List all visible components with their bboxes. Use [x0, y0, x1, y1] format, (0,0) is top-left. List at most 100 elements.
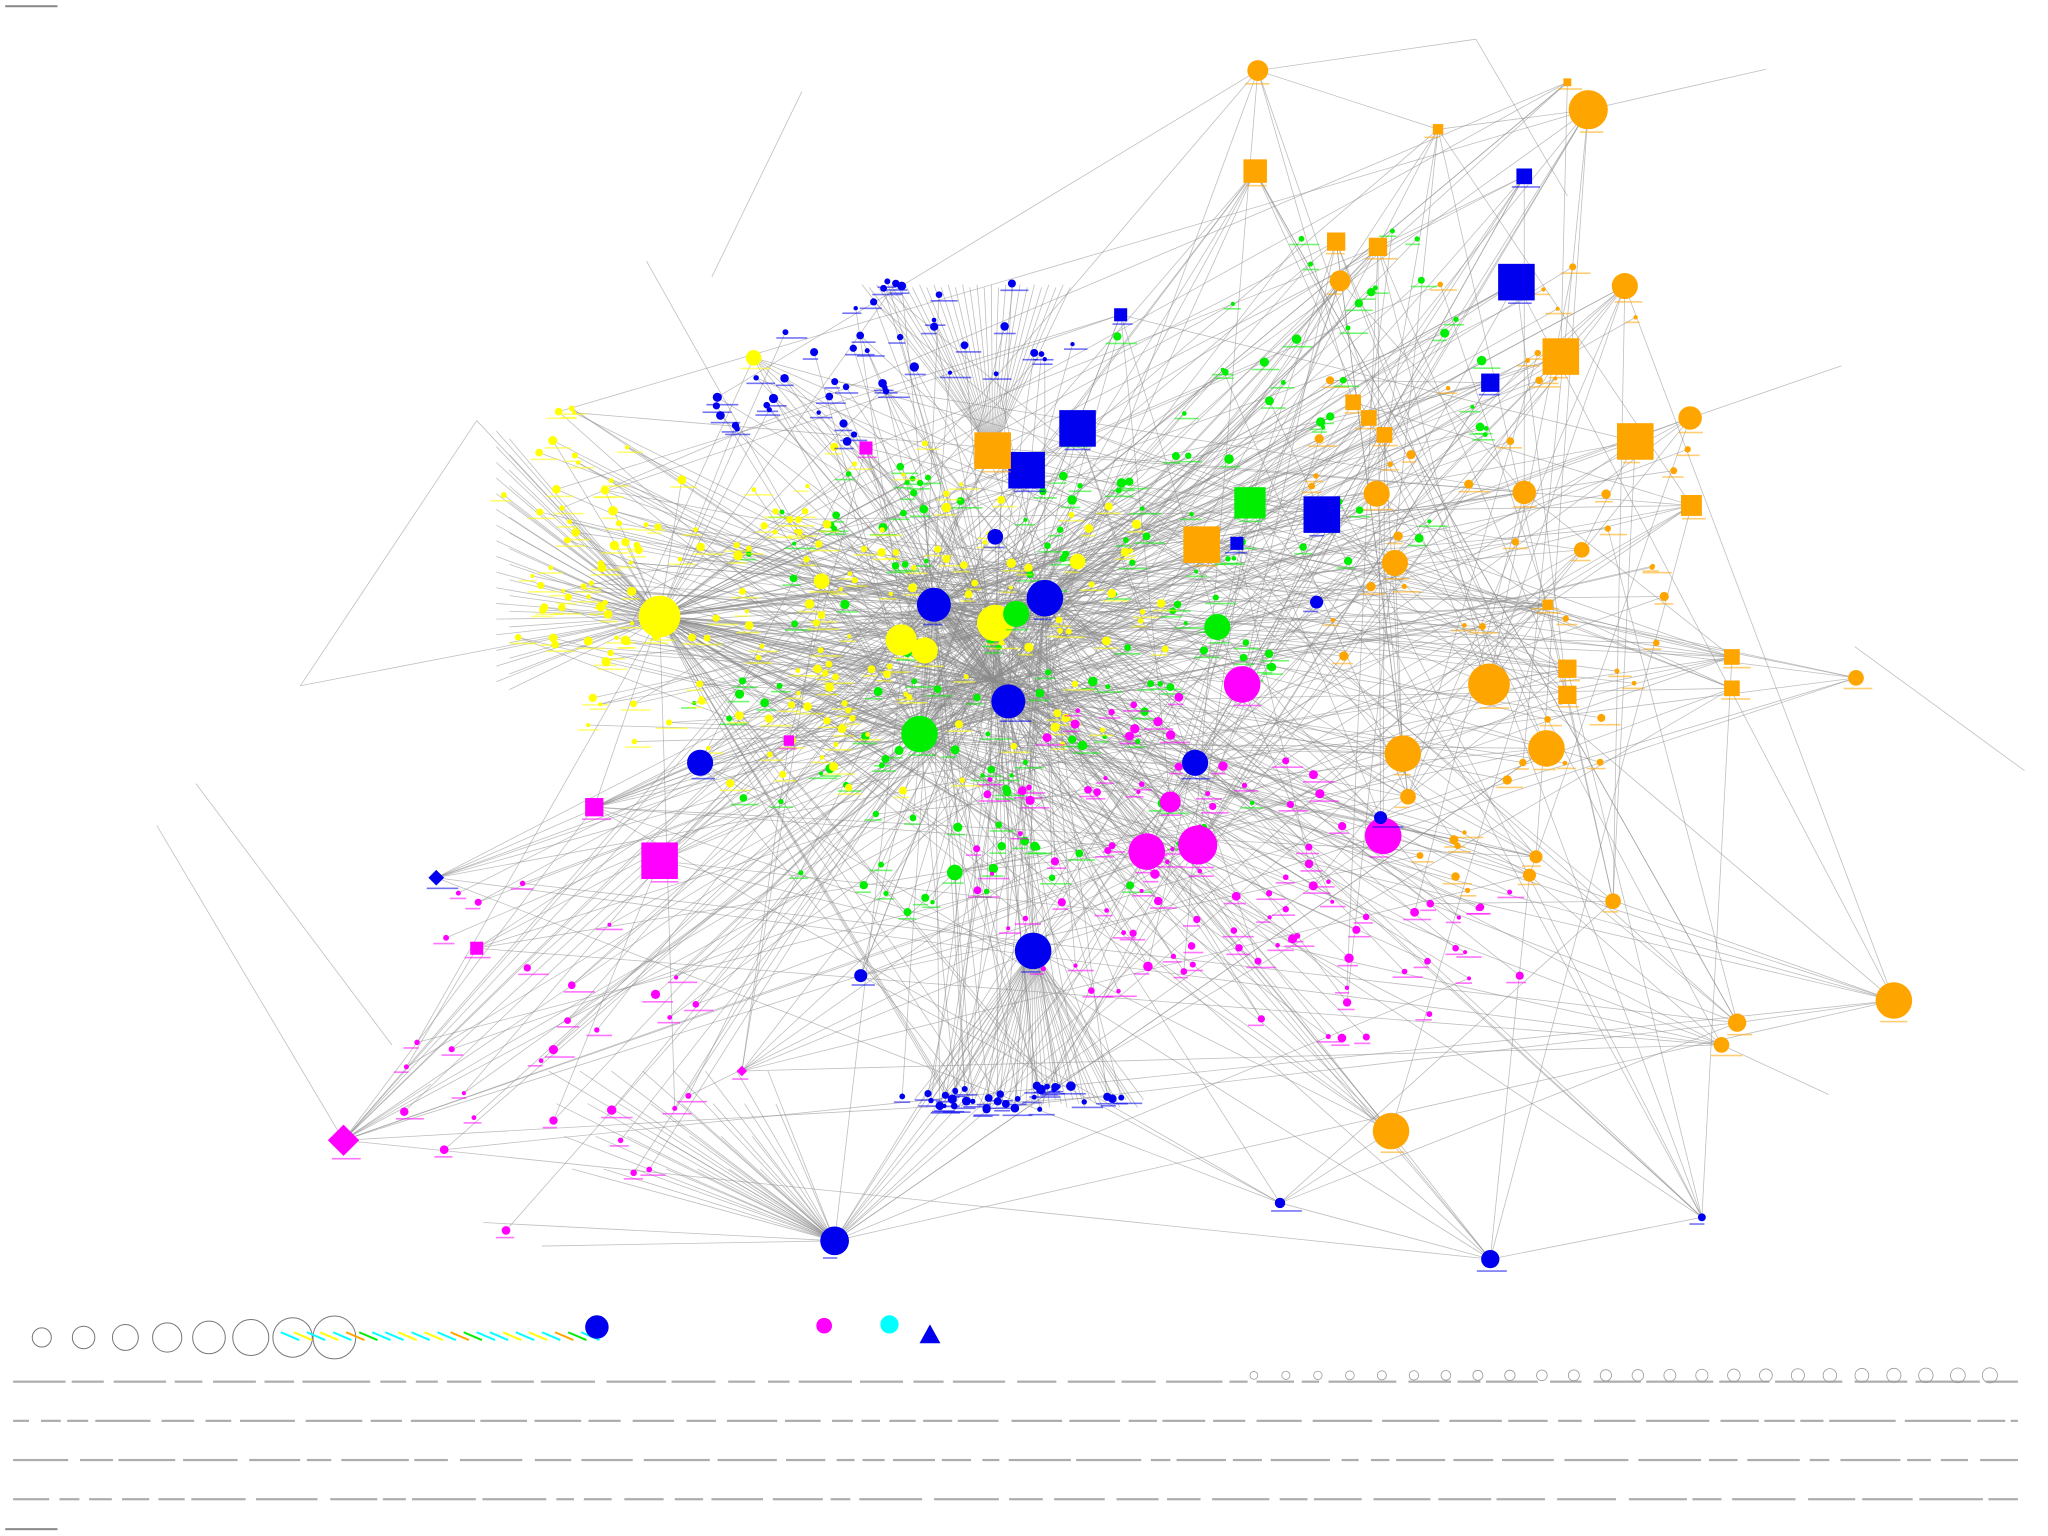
node-label-mark [535, 613, 564, 616]
node-label-mark [1275, 882, 1295, 884]
node-label-mark [692, 553, 724, 555]
node-label-mark [1595, 500, 1613, 503]
footer-label-mark [13, 1380, 66, 1383]
graph-edge [976, 284, 994, 451]
node-label-mark [897, 701, 928, 704]
node-label-mark [537, 572, 563, 574]
graph-node [1310, 595, 1324, 609]
node-label-mark [605, 642, 636, 644]
graph-node [864, 348, 870, 354]
footer-label-mark [482, 1498, 547, 1501]
graph-edge [904, 284, 994, 451]
footer-label-mark [1328, 1380, 1397, 1383]
footer-label-mark [1940, 1458, 1968, 1462]
graph-edge [995, 536, 1530, 876]
graph-node [789, 574, 798, 583]
node-label-mark [824, 453, 842, 455]
graph-edge [992, 287, 1028, 451]
graph-edge [1254, 170, 1490, 685]
graph-edge [567, 428, 1078, 1021]
graph-node [1354, 299, 1363, 308]
graph-edge [659, 616, 1158, 723]
node-label-mark [922, 906, 941, 909]
node-label-mark [785, 697, 803, 700]
node-label-mark [642, 642, 669, 644]
node-label-mark [1080, 534, 1096, 537]
graph-node [535, 448, 544, 457]
graph-node [1250, 800, 1255, 806]
footer-label-mark [330, 1498, 378, 1501]
node-label-mark [973, 1115, 993, 1117]
legend-color-stroke [397, 1331, 418, 1342]
graph-edge [1044, 597, 1548, 720]
footer-label-mark [1862, 1498, 1913, 1501]
graph-edge [509, 610, 660, 617]
graph-edge [1032, 950, 1121, 1108]
graph-edge [717, 70, 1259, 398]
graph-node [888, 591, 894, 597]
graph-edge [1008, 701, 1343, 827]
graph-node [1230, 536, 1244, 550]
graph-node [1024, 563, 1033, 572]
graph-node [787, 701, 796, 709]
node-label-mark [1073, 752, 1101, 754]
node-label-mark [544, 447, 572, 449]
graph-node [910, 489, 918, 497]
graph-node [1174, 692, 1184, 702]
graph-node [1017, 786, 1027, 796]
graph-edge [992, 421, 1321, 680]
graph-node [898, 786, 908, 795]
graph-edge [300, 616, 660, 687]
graph-node [1130, 701, 1138, 709]
graph-node [1724, 680, 1740, 697]
node-label-mark [1502, 547, 1528, 550]
footer-label-mark [158, 1498, 185, 1501]
graph-edge [835, 678, 993, 745]
node-label-mark [983, 546, 1005, 549]
node-label-mark [1418, 525, 1448, 528]
node-label-mark [1238, 520, 1262, 523]
footer-label-mark [1986, 1380, 2018, 1383]
graph-node [1275, 942, 1280, 948]
graph-node [1304, 859, 1314, 869]
graph-edge [699, 762, 1491, 1260]
node-label-mark [563, 991, 595, 993]
graph-node [1183, 526, 1220, 563]
graph-edge [1120, 314, 1636, 442]
node-label-mark [601, 517, 618, 520]
node-label-mark [1017, 580, 1041, 582]
footer-label-mark [540, 1380, 595, 1383]
graph-node [716, 411, 725, 420]
node-label-mark [892, 657, 912, 660]
footer-label-mark [830, 1498, 851, 1501]
graph-node [993, 371, 999, 377]
node-label-mark [1162, 462, 1180, 464]
node-label-mark [465, 907, 481, 910]
node-label-mark [1020, 807, 1050, 809]
graph-node [1044, 1083, 1050, 1090]
node-label-mark [903, 594, 936, 596]
node-label-mark [981, 470, 1011, 473]
node-label-mark [1100, 1105, 1116, 1107]
graph-node [628, 560, 633, 565]
node-label-mark [1602, 911, 1619, 913]
footer-label-mark [1054, 1498, 1105, 1501]
node-label-mark [1010, 837, 1029, 840]
graph-node [1452, 944, 1459, 952]
legend-color-stroke [293, 1331, 313, 1342]
legend-color-stroke [371, 1331, 391, 1342]
node-label-mark [434, 1156, 453, 1158]
graph-edge [1414, 492, 1525, 913]
legend-color-stroke [411, 1331, 431, 1342]
node-label-mark [1662, 476, 1684, 478]
node-label-mark [593, 496, 625, 498]
node-label-mark [970, 779, 992, 782]
graph-edge [834, 753, 1404, 1242]
graph-node [1476, 903, 1485, 912]
legend-size-circle [192, 1320, 226, 1355]
graph-edge [992, 287, 999, 451]
node-label-mark [981, 875, 1004, 877]
graph-edge [659, 562, 1396, 862]
graph-node [1294, 932, 1301, 939]
node-label-mark [1246, 184, 1267, 187]
